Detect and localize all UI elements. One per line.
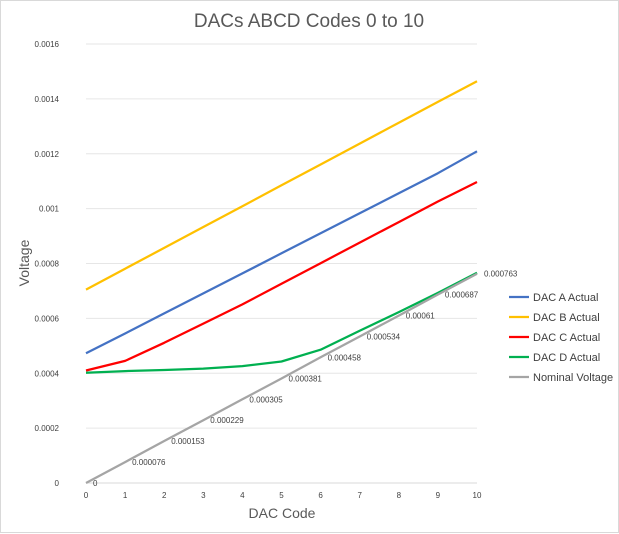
legend-entry: DAC A Actual <box>533 292 598 304</box>
data-labels: 0 0.000076 0.000153 0.000229 0.000305 0.00038… <box>93 270 518 488</box>
series-line <box>85 271 478 374</box>
x-tick-label: 2 <box>162 491 167 500</box>
x-tick-label: 9 <box>436 491 441 500</box>
legend-entry: DAC B Actual <box>533 312 600 324</box>
x-axis-ticks: 0 1 2 3 4 5 6 7 8 9 10 <box>84 491 482 500</box>
data-label: 0 <box>93 479 98 488</box>
data-label: 0.00061 <box>406 312 435 321</box>
data-label: 0.000458 <box>328 353 362 362</box>
legend-entry: DAC C Actual <box>533 332 600 344</box>
y-tick-label: 0.0006 <box>35 314 60 323</box>
x-tick-label: 6 <box>318 491 323 500</box>
y-tick-label: 0.0008 <box>35 260 60 269</box>
y-axis-title: Voltage <box>16 239 32 286</box>
y-tick-label: 0.001 <box>39 205 60 214</box>
data-label: 0.000305 <box>249 395 283 404</box>
chart-title: DACs ABCD Codes 0 to 10 <box>194 11 424 32</box>
x-tick-label: 4 <box>240 491 245 500</box>
data-label: 0.000076 <box>132 458 166 467</box>
x-tick-label: 5 <box>279 491 284 500</box>
data-label: 0.000381 <box>289 374 323 383</box>
y-axis-ticks: 0 0.0002 0.0004 0.0006 0.0008 0.001 0.0012 0.00… <box>35 40 60 488</box>
x-tick-label: 7 <box>357 491 362 500</box>
x-tick-label: 8 <box>397 491 402 500</box>
data-label: 0.000687 <box>445 291 479 300</box>
data-label: 0.000763 <box>484 270 518 279</box>
x-tick-label: 1 <box>123 491 128 500</box>
series-line <box>85 272 478 484</box>
data-label: 0.000153 <box>171 437 205 446</box>
series-line <box>85 150 478 355</box>
x-tick-label: 0 <box>84 491 89 500</box>
legend-entry: Nominal Voltage <box>533 372 613 384</box>
y-tick-label: 0.0016 <box>35 40 60 49</box>
legend: DAC A Actual DAC B Actual DAC C Actual DAC … <box>509 292 613 384</box>
legend-entry: DAC D Actual <box>533 352 600 364</box>
data-label: 0.000534 <box>367 332 401 341</box>
series-line <box>85 80 478 291</box>
y-tick-label: 0 <box>55 479 60 488</box>
y-tick-label: 0.0014 <box>35 95 60 104</box>
series-line <box>85 180 478 372</box>
series-lines <box>85 80 478 484</box>
x-axis-title: DAC Code <box>249 505 316 521</box>
x-tick-label: 3 <box>201 491 206 500</box>
y-tick-label: 0.0002 <box>35 424 60 433</box>
y-tick-label: 0.0012 <box>35 150 60 159</box>
y-tick-label: 0.0004 <box>35 369 60 378</box>
data-label: 0.000229 <box>210 416 244 425</box>
gridlines <box>86 43 477 484</box>
x-tick-label: 10 <box>473 491 482 500</box>
